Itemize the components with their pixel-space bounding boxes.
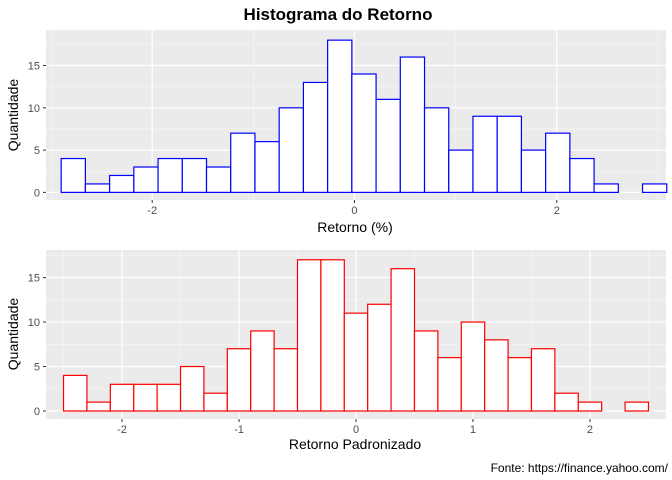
histogram-bar <box>448 149 474 193</box>
y-axis-title: Quantidade <box>5 79 21 152</box>
x-tick-label: 1 <box>470 424 476 436</box>
x-tick-label: 2 <box>587 424 593 436</box>
histogram-bar <box>203 392 228 412</box>
histogram-bar <box>230 132 256 193</box>
histogram-bar <box>84 183 111 193</box>
histogram-bar <box>593 183 619 193</box>
x-tick-label: -2 <box>147 205 157 217</box>
histogram-bar <box>343 312 369 412</box>
y-tick-label: 10 <box>28 103 40 115</box>
histogram-bar <box>624 401 650 412</box>
y-tick-label: 5 <box>34 362 40 374</box>
histogram-bars <box>60 39 668 193</box>
x-axis-title: Retorno Padronizado <box>289 436 422 452</box>
histogram-bar <box>302 81 329 193</box>
y-axis-ticks: 0 5 10 15 <box>28 273 46 418</box>
x-tick-label: 0 <box>351 205 357 217</box>
source-caption: Fonte: https://finance.yahoo.com/ <box>491 461 669 475</box>
x-axis-ticks: -2 0 2 <box>147 200 560 217</box>
histogram-bar <box>577 401 603 412</box>
histogram-retorno: -2 0 2 0 5 10 15 Retorno (%) Quantidade <box>5 30 668 235</box>
histogram-bar <box>351 73 377 193</box>
histogram-bar <box>205 166 232 193</box>
histogram-bar <box>545 132 571 193</box>
y-tick-label: 10 <box>28 317 40 329</box>
histogram-bar <box>496 115 523 193</box>
histogram-bar <box>327 39 353 193</box>
histogram-bar <box>460 321 486 412</box>
histogram-bar <box>157 157 183 193</box>
y-tick-label: 0 <box>34 187 40 199</box>
y-tick-label: 15 <box>28 61 40 73</box>
histogram-bar <box>179 365 205 412</box>
histogram-bar <box>375 98 401 193</box>
histogram-bar <box>484 339 509 412</box>
x-tick-label: 2 <box>554 205 560 217</box>
histogram-bar <box>133 383 158 412</box>
y-tick-label: 5 <box>34 145 40 157</box>
histogram-bar <box>423 107 450 193</box>
histogram-bar <box>390 268 416 412</box>
histogram-bar <box>507 357 533 412</box>
histogram-bar <box>278 107 305 193</box>
x-tick-label: -2 <box>117 424 127 436</box>
histogram-bar <box>569 157 595 193</box>
histogram-bar <box>226 348 252 412</box>
histogram-bar <box>520 149 547 193</box>
histogram-bar <box>254 141 280 193</box>
x-axis-title: Retorno (%) <box>317 219 392 235</box>
histogram-bars <box>62 259 650 412</box>
x-tick-label: 0 <box>353 424 359 436</box>
histogram-bar <box>554 392 579 412</box>
histogram-bar <box>109 174 135 193</box>
histogram-retorno-padronizado: -2 -1 0 1 2 0 5 10 15 Retorno Padronizado Quant… <box>5 250 666 452</box>
y-tick-label: 15 <box>28 273 40 285</box>
x-tick-label: -1 <box>234 424 244 436</box>
histogram-bar <box>273 348 299 412</box>
histogram-bar <box>320 259 345 412</box>
histogram-bar <box>530 348 556 412</box>
x-axis-ticks: -2 -1 0 1 2 <box>117 419 593 436</box>
histogram-bar <box>437 357 462 412</box>
histogram-bar <box>250 330 275 412</box>
histogram-bar <box>156 383 182 412</box>
histogram-bar <box>472 115 498 193</box>
histogram-bar <box>181 157 208 193</box>
histogram-bar <box>86 401 111 412</box>
histogram-bar <box>133 166 159 193</box>
histogram-bar <box>367 303 392 412</box>
histogram-bar <box>399 56 426 193</box>
histogram-bar <box>62 374 88 412</box>
histogram-bar <box>641 183 668 193</box>
histogram-bar <box>60 157 86 193</box>
histogram-bar <box>109 383 135 412</box>
y-axis-ticks: 0 5 10 15 <box>28 61 46 199</box>
histogram-bar <box>296 259 322 412</box>
y-axis-title: Quantidade <box>5 298 21 371</box>
y-tick-label: 0 <box>34 406 40 418</box>
histogram-bar <box>413 330 439 412</box>
chart-title: Histograma do Retorno <box>244 5 433 24</box>
